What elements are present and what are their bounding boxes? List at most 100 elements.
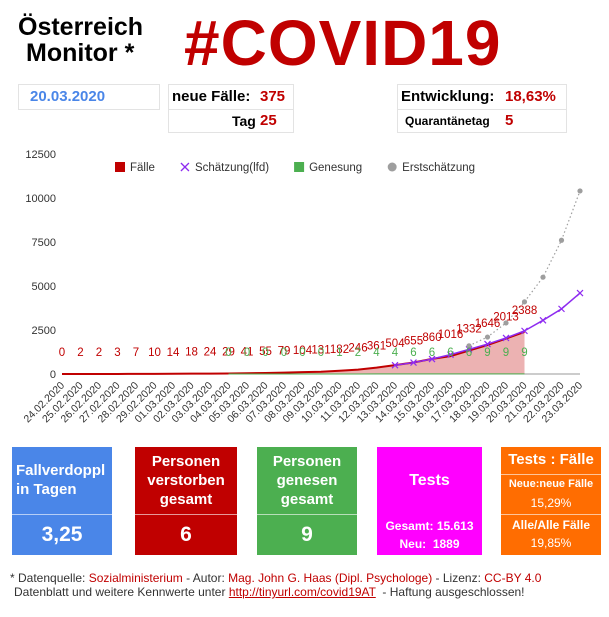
data-label: 0 [281,347,287,359]
data-label: 361 [367,341,386,353]
legend-label: Schätzung(lfd) [195,162,269,174]
data-label: 9 [521,347,527,359]
data-label: 4 [373,347,380,359]
footer-line: Datenblatt und weitere Kennwerte unter h… [14,585,525,599]
data-label: 0 [262,347,268,359]
data-label: 41 [241,346,254,358]
data-label: 14 [167,347,180,359]
label: Entwicklung: [401,88,495,105]
series-line [61,331,525,375]
point [484,340,491,348]
data-label: 24 [204,347,217,359]
text: Sozialministerium [88,571,183,585]
point [540,274,546,280]
data-label: 131 [311,345,330,357]
point [558,237,565,243]
point [428,355,436,363]
text: CC-BY 4.0 [484,571,542,585]
text: * Datenquelle: [10,571,89,585]
card-sub: Alle/Alle Fälle [501,514,601,532]
card-line: Neu: 1889 [399,536,460,551]
data-label: 4 [392,347,399,359]
text: Datenblatt und weitere Kennwerte unter [14,585,229,599]
value: 18,63% [505,88,556,105]
y-tick-label: 5000 [32,281,56,293]
card-value: 3,25 [12,514,112,555]
y-tick-label: 2500 [32,325,56,337]
data-label: 860 [422,332,441,344]
data-label: 55 [259,346,272,358]
cell [18,84,160,110]
data-label: 1646 [475,318,501,330]
card: Fallverdoppl in Tagen 3,25 [12,447,112,555]
card-title: Tests [409,471,450,489]
data-label: 182 [330,344,349,356]
y-tick-label: 0 [50,369,56,381]
point [558,305,565,313]
y-tick-label: 10000 [25,193,56,205]
legend-marker [387,162,397,172]
point [503,320,509,326]
point [410,359,417,366]
value: 5 [505,112,514,129]
point [466,343,472,349]
link[interactable]: http://tinyurl.com/covid19AT [228,585,376,599]
text: - Haftung ausgeschlossen! [375,585,525,599]
data-label: 79 [278,346,291,358]
label: Quarantänetag [405,114,490,128]
cell [168,109,294,133]
card: Personen verstorben gesamt 6 [135,447,237,555]
point [576,289,584,297]
label: Tag [232,113,256,129]
data-label: 104 [293,345,313,357]
data-label: 0 [244,347,250,359]
value: 25 [260,112,277,129]
data-label: 246 [348,343,367,355]
legend-label: Fälle [130,162,155,174]
data-label: 1016 [438,329,464,341]
text: - Autor: [182,571,229,585]
text: Mag. John G. Haas (Dipl. Psychologe) [228,571,433,585]
card-line: Gesamt: 15.613 [385,518,474,533]
point [484,334,491,340]
y-tick-label: 7500 [32,237,56,249]
data-label: 0 [225,347,231,359]
data-label: 2 [355,347,361,359]
value: 375 [260,88,286,105]
card-value: 9 [257,514,357,555]
data-label: 1332 [456,324,482,336]
data-label: 0 [299,347,305,359]
legend-label: Genesung [309,162,362,174]
title-line: Österreich [18,13,144,41]
data-label: 1 [336,347,342,359]
cell [397,109,567,133]
point [447,351,454,359]
data-label: 6 [447,347,453,359]
card: Tests : Fälle Neue:neue Fälle 15,29% All… [501,447,601,555]
data-label: 655 [404,335,423,347]
label: neue Fälle: [172,88,251,105]
card-value: 15,29% [530,496,572,510]
card-body: Gesamt: 15.613 Neu: 1889 [377,514,482,555]
card-title: Tests : Fälle [508,451,594,468]
point [521,327,528,335]
footer-line: * Datenquelle: Sozialministerium - Autor… [10,571,541,585]
legend-marker [115,162,125,172]
card-title: Personen verstorben gesamt [147,452,225,508]
point [521,299,528,305]
legend-marker [294,162,305,172]
card-value: 19,85% [530,536,572,550]
point [391,361,399,369]
legend-label: Erstschätzung [402,162,475,174]
card-title: Fallverdoppl in Tagen [16,462,106,498]
date: 20.03.2020 [30,88,106,105]
y-tick-label: 12500 [25,149,56,161]
text: - Lizenz: [432,571,485,585]
point [577,188,583,194]
point [539,316,547,324]
data-label: 0 [318,347,324,359]
card-value: 6 [135,514,237,555]
data-label: 9 [503,347,509,359]
point [502,334,510,342]
